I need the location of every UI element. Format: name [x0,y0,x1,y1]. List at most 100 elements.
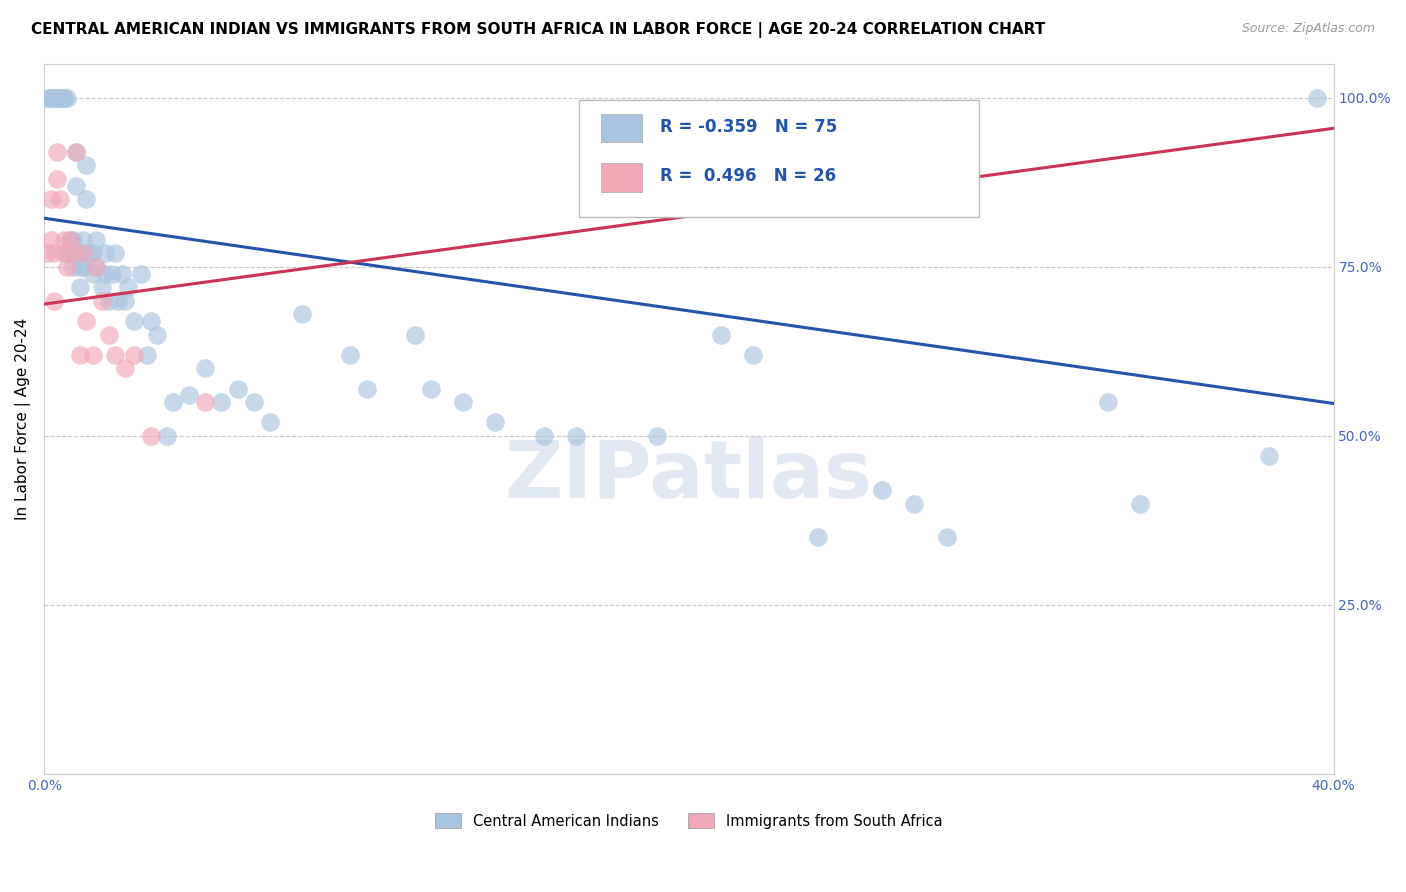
Point [69,246,91,260]
Point [42,91,65,105]
Point [94,246,117,260]
Point [903,497,925,511]
Point [91,293,114,308]
Point [107,293,129,308]
Point [42,91,65,105]
Point [49,91,72,105]
Point [39,91,62,105]
Point [72,246,94,260]
Point [79,246,101,260]
Point [807,530,830,544]
Point [65,178,87,193]
Point [194,395,217,409]
Text: CENTRAL AMERICAN INDIAN VS IMMIGRANTS FROM SOUTH AFRICA IN LABOR FORCE | AGE 20-: CENTRAL AMERICAN INDIAN VS IMMIGRANTS FR… [31,22,1045,38]
Point [39,91,62,105]
Point [162,395,184,409]
Point [146,327,169,342]
Point [420,382,443,396]
Point [59,233,82,247]
Point [52,246,75,260]
Point [62,233,84,247]
Point [179,388,201,402]
Point [97,293,120,308]
Point [39,192,62,206]
Bar [602,114,643,142]
Text: ZIPatlas: ZIPatlas [505,437,873,515]
Point [291,307,314,321]
Point [1097,395,1119,409]
Point [49,91,72,105]
Point [742,348,765,362]
Point [104,246,127,260]
Point [339,348,361,362]
Point [710,327,733,342]
Point [124,314,146,328]
Text: R =  0.496   N = 26: R = 0.496 N = 26 [661,167,837,186]
Point [259,416,281,430]
Point [484,416,506,430]
Point [82,348,104,362]
Point [533,429,555,443]
Point [46,91,69,105]
Point [69,260,91,274]
Point [139,429,162,443]
Point [101,267,124,281]
Point [59,233,82,247]
Point [94,267,117,281]
Point [114,293,136,308]
Point [194,361,217,376]
Point [84,260,107,274]
FancyBboxPatch shape [579,100,979,217]
Point [62,260,84,274]
Point [84,260,107,274]
Point [55,260,77,274]
Point [42,246,65,260]
Point [104,348,127,362]
Point [356,382,378,396]
Text: R = -0.359   N = 75: R = -0.359 N = 75 [661,118,838,136]
Point [226,382,249,396]
Point [59,246,82,260]
Point [69,348,91,362]
Point [75,314,97,328]
Point [42,293,65,308]
Point [110,267,132,281]
Point [242,395,264,409]
Point [52,91,75,105]
Point [1306,91,1329,105]
Legend: Central American Indians, Immigrants from South Africa: Central American Indians, Immigrants fro… [429,807,949,834]
Point [565,429,588,443]
Point [84,233,107,247]
Point [129,267,152,281]
Point [62,246,84,260]
Point [136,348,159,362]
Point [139,314,162,328]
Point [65,145,87,159]
Point [75,192,97,206]
Point [69,280,91,294]
Point [49,192,72,206]
Y-axis label: In Labor Force | Age 20-24: In Labor Force | Age 20-24 [15,318,31,520]
Point [46,91,69,105]
Point [97,327,120,342]
Point [37,246,59,260]
Point [46,145,69,159]
Point [72,260,94,274]
Point [156,429,179,443]
Point [52,91,75,105]
Point [117,280,139,294]
Point [46,172,69,186]
Point [39,233,62,247]
Bar [602,163,643,192]
Point [65,145,87,159]
Point [1129,497,1152,511]
Point [870,483,893,497]
Point [37,91,59,105]
Point [82,246,104,260]
Point [645,429,668,443]
Point [55,246,77,260]
Point [1258,449,1281,463]
Point [114,361,136,376]
Point [82,267,104,281]
Point [935,530,957,544]
